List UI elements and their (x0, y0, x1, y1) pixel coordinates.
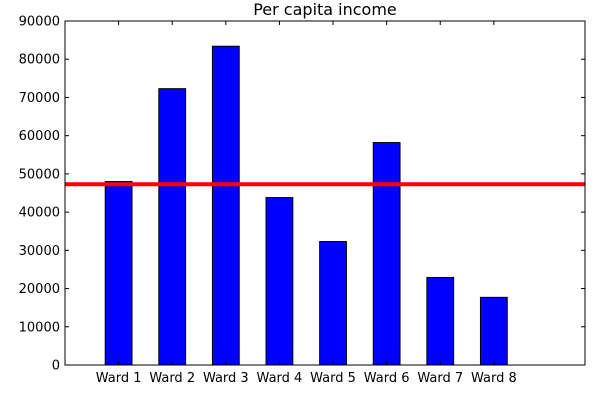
bar-ward-1 (104, 181, 133, 366)
axes-layer (64, 20, 586, 366)
x-tick-label: Ward 7 (417, 371, 463, 386)
x-tick-label: Ward 3 (203, 371, 249, 386)
y-axis-ticks: 0 10000 20000 30000 40000 50000 60000 70000 8000… (19, 15, 585, 374)
y-tick-label: 10000 (19, 320, 60, 335)
x-tick-label: Ward 4 (257, 371, 303, 386)
x-tick-label: Ward 2 (149, 371, 195, 386)
x-tick-label: Ward 8 (471, 371, 517, 386)
x-tick-label: Ward 5 (310, 371, 356, 386)
bar-ward-7 (426, 276, 455, 366)
bar-ward-6 (372, 142, 401, 366)
y-tick-label: 50000 (19, 167, 60, 182)
chart-title: Per capita income (253, 0, 397, 19)
bar-ward-8 (479, 296, 508, 366)
y-tick-label: 0 (52, 359, 60, 374)
bar-ward-4 (265, 197, 294, 366)
bar-ward-3 (211, 45, 240, 366)
plot-frame (64, 20, 586, 366)
y-tick-label: 80000 (19, 53, 60, 68)
y-tick-label: 40000 (19, 206, 60, 221)
bars-layer (104, 45, 508, 366)
x-tick-label: Ward 6 (364, 371, 410, 386)
bar-ward-5 (319, 241, 347, 366)
y-tick-label: 20000 (19, 282, 60, 297)
y-tick-label: 90000 (19, 15, 60, 30)
y-tick-label: 70000 (19, 91, 60, 106)
x-tick-label: Ward 1 (96, 371, 142, 386)
x-axis-ticks: Ward 1 Ward 2 Ward 3 Ward 4 Ward 5 Ward 6 Ward… (96, 21, 517, 386)
y-tick-label: 30000 (19, 244, 60, 259)
bar-ward-2 (158, 88, 187, 366)
y-tick-label: 60000 (19, 129, 60, 144)
